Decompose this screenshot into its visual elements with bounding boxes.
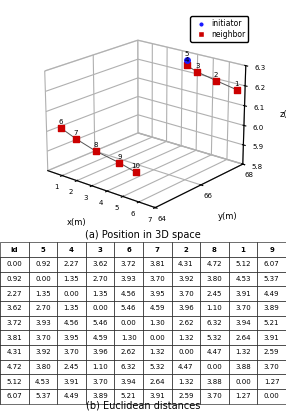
Y-axis label: y(m): y(m): [217, 212, 237, 221]
Text: (a) Position in 3D space: (a) Position in 3D space: [85, 230, 201, 240]
X-axis label: x(m): x(m): [67, 218, 87, 227]
Text: (b) Euclidean distances: (b) Euclidean distances: [86, 401, 200, 411]
Legend: initiator, neighbor: initiator, neighbor: [190, 16, 248, 42]
